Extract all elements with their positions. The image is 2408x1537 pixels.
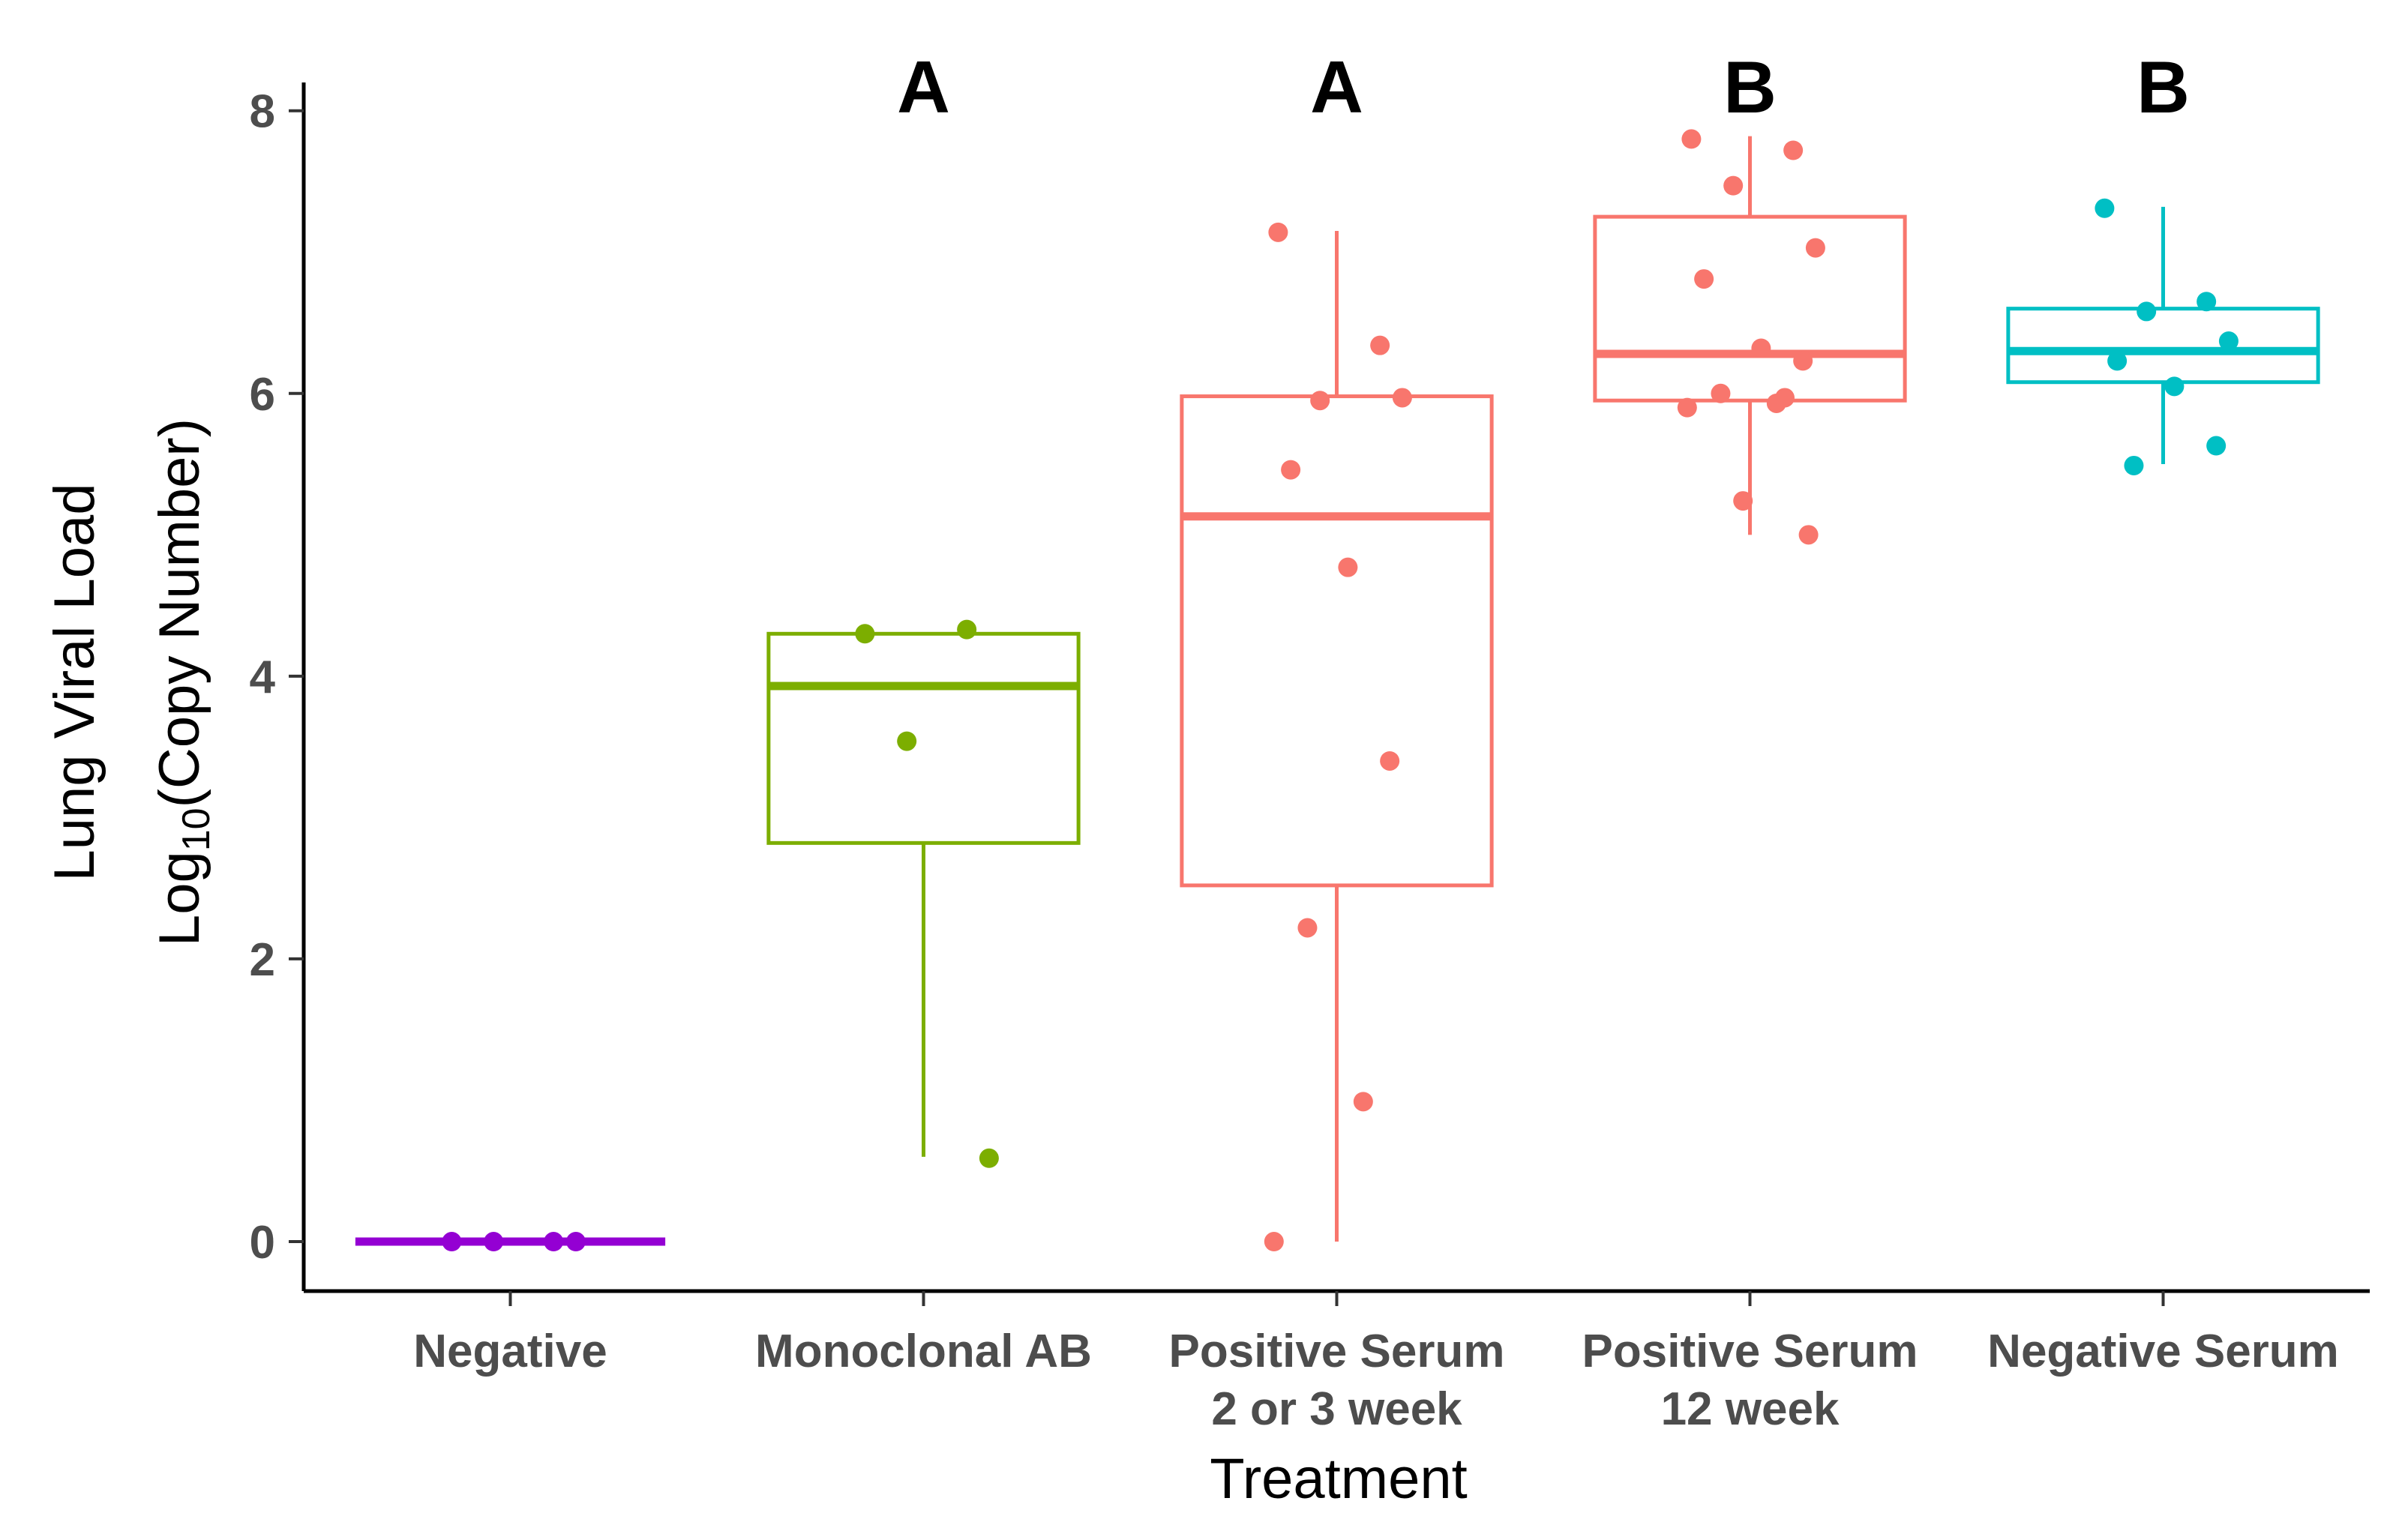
data-point bbox=[1380, 751, 1400, 771]
y-tick-label: 6 bbox=[250, 369, 275, 421]
data-point bbox=[1370, 335, 1390, 355]
x-tick-label: Positive Serum bbox=[1169, 1326, 1505, 1377]
data-point bbox=[1264, 1232, 1284, 1252]
x-tick-label: Negative Serum bbox=[1987, 1326, 2339, 1377]
x-axis-ticks: Negative Monoclonal AB Positive Serum 2 or … bbox=[413, 1291, 2339, 1435]
data-point bbox=[1793, 351, 1813, 371]
y-axis-title-suffix: (Copy Number) bbox=[148, 418, 211, 807]
data-point bbox=[2107, 351, 2128, 371]
box-plot-group bbox=[766, 631, 1081, 1157]
data-point bbox=[1268, 222, 1288, 242]
data-point bbox=[2206, 436, 2227, 456]
data-point bbox=[979, 1148, 999, 1168]
y-axis-ticks: 0 2 4 6 8 bbox=[250, 86, 304, 1269]
box-plot-group bbox=[1593, 136, 1907, 535]
data-point bbox=[897, 731, 917, 751]
data-point bbox=[2197, 292, 2217, 312]
data-point bbox=[855, 624, 875, 644]
x-tick-label: Positive Serum bbox=[1582, 1326, 1918, 1377]
significance-letter: A bbox=[897, 46, 950, 128]
box-iqr bbox=[2006, 307, 2320, 385]
y-tick-label: 0 bbox=[250, 1217, 275, 1269]
data-point bbox=[957, 619, 977, 640]
data-point bbox=[2095, 198, 2115, 218]
data-point bbox=[1681, 129, 1702, 149]
significance-letter: A bbox=[1310, 46, 1363, 128]
data-point bbox=[484, 1232, 504, 1252]
data-point bbox=[2218, 331, 2239, 352]
y-axis-title: Lung Viral Load Log10(Copy Number) bbox=[43, 418, 218, 946]
data-point bbox=[1677, 397, 1697, 418]
box-iqr bbox=[766, 631, 1081, 845]
y-axis-title-subscript: 10 bbox=[175, 807, 218, 851]
data-point bbox=[1798, 525, 1819, 545]
x-tick-label: 2 or 3 week bbox=[1211, 1383, 1462, 1435]
data-point bbox=[442, 1232, 462, 1252]
box-plot-group bbox=[1180, 230, 1494, 1242]
x-tick-label: Negative bbox=[413, 1326, 607, 1377]
data-point bbox=[1353, 1092, 1373, 1112]
y-axis-title-log: Log bbox=[148, 851, 211, 946]
significance-letter: B bbox=[2137, 46, 2190, 128]
box-iqr bbox=[1180, 394, 1494, 888]
box-plots bbox=[355, 136, 2320, 1246]
data-point bbox=[565, 1232, 586, 1252]
data-point bbox=[544, 1232, 564, 1252]
x-tick-label: 12 week bbox=[1661, 1383, 1840, 1435]
y-tick-label: 8 bbox=[250, 86, 275, 138]
data-point bbox=[1281, 460, 1301, 480]
data-point bbox=[2137, 301, 2157, 322]
data-point bbox=[1711, 383, 1731, 403]
data-point bbox=[1392, 388, 1412, 408]
significance-letter: B bbox=[1723, 46, 1777, 128]
y-axis-title-line2: Log10(Copy Number) bbox=[148, 418, 218, 946]
data-point bbox=[1783, 140, 1804, 160]
y-axis-title-line1: Lung Viral Load bbox=[43, 483, 106, 881]
data-point bbox=[1733, 491, 1753, 511]
y-tick-label: 4 bbox=[250, 652, 276, 703]
data-point bbox=[1297, 918, 1318, 938]
data-point bbox=[1774, 388, 1795, 408]
data-point bbox=[1805, 238, 1825, 258]
data-point bbox=[1694, 269, 1714, 289]
data-point bbox=[2164, 376, 2185, 397]
data-point bbox=[2124, 455, 2144, 475]
data-point bbox=[1338, 557, 1358, 577]
data-point bbox=[1310, 391, 1330, 411]
data-points bbox=[442, 129, 2239, 1252]
x-axis-title: Treatment bbox=[1210, 1447, 1468, 1511]
box-plot-group bbox=[2006, 206, 2320, 465]
y-tick-label: 2 bbox=[250, 934, 275, 986]
data-point bbox=[1751, 338, 1771, 358]
data-point bbox=[1723, 175, 1744, 196]
box-iqr bbox=[1593, 214, 1907, 403]
x-tick-label: Monoclonal AB bbox=[755, 1326, 1092, 1377]
